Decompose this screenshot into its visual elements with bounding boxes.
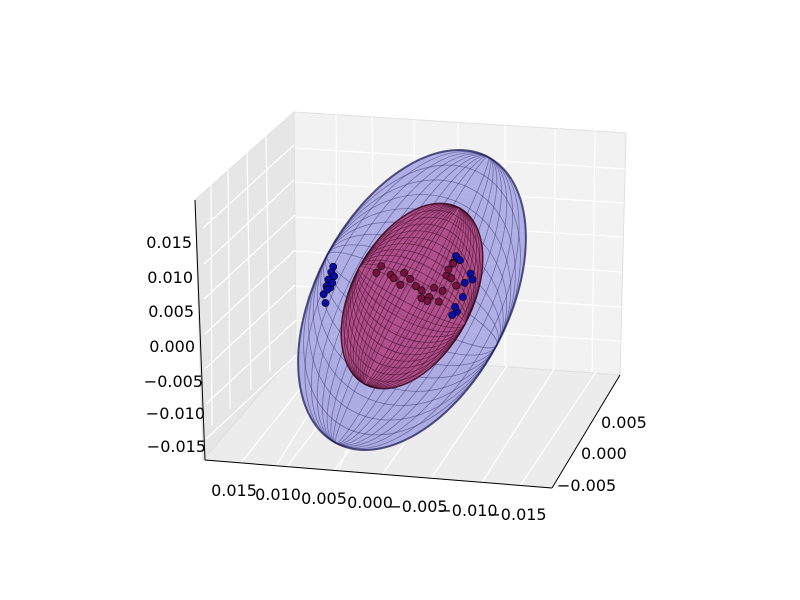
scatter-point bbox=[406, 274, 414, 283]
z-tick-label: 0.015 bbox=[146, 233, 192, 252]
grid-line bbox=[227, 166, 231, 410]
z-axis-line bbox=[194, 199, 206, 461]
y-tick-label: 0.000 bbox=[581, 444, 627, 463]
grid-line bbox=[519, 371, 597, 487]
scatter-point bbox=[430, 283, 438, 292]
scatter-point bbox=[438, 286, 447, 295]
x-tick-label: −0.010 bbox=[438, 501, 497, 520]
grid-line bbox=[205, 354, 297, 440]
z-tick-labels: 0.015 0.010 0.005 0.000 −0.005 −0.010 −0… bbox=[144, 233, 206, 456]
scatter-point bbox=[452, 281, 460, 290]
x-tick-label: −0.005 bbox=[388, 497, 447, 516]
scatter-point bbox=[460, 278, 469, 287]
x-tick-labels: 0.015 0.010 0.005 0.000 −0.005 −0.010 −0… bbox=[211, 481, 547, 524]
z-tick-label: −0.010 bbox=[146, 404, 205, 423]
scatter-point bbox=[377, 262, 386, 270]
z-tick-label: 0.000 bbox=[149, 337, 195, 356]
scatter-point bbox=[455, 256, 464, 264]
grid-line bbox=[429, 365, 508, 481]
x-tick-label: 0.015 bbox=[211, 481, 257, 500]
scatter-point bbox=[411, 282, 420, 291]
scatter-point bbox=[372, 268, 381, 277]
grid-line bbox=[202, 144, 295, 229]
grid-line bbox=[205, 319, 297, 405]
x-tick-label: 0.005 bbox=[301, 489, 347, 508]
scatter-point bbox=[448, 311, 457, 319]
grid-line bbox=[591, 130, 596, 373]
z-tick-label: −0.005 bbox=[144, 372, 203, 391]
z-tick-label: 0.010 bbox=[147, 268, 193, 287]
grid-line bbox=[246, 149, 252, 391]
scatter-point bbox=[323, 285, 332, 294]
scatter-point bbox=[396, 280, 405, 289]
grid-line bbox=[203, 214, 296, 300]
mesh-line bbox=[308, 179, 516, 421]
mesh-line bbox=[316, 153, 508, 447]
x-tick-label: −0.015 bbox=[487, 505, 546, 524]
scatter-point bbox=[417, 286, 426, 295]
mesh-line bbox=[310, 152, 514, 448]
grid-line bbox=[203, 179, 295, 265]
scatter-point bbox=[444, 265, 453, 274]
grid-line bbox=[553, 128, 556, 370]
mesh-line bbox=[312, 194, 512, 406]
x-tick-label: 0.010 bbox=[255, 485, 301, 504]
scatter-point bbox=[447, 274, 456, 283]
mesh-line bbox=[304, 151, 520, 449]
scatter-points bbox=[319, 252, 477, 319]
y-tick-labels: 0.005 0.000 −0.005 bbox=[557, 413, 647, 495]
scatter-point bbox=[400, 268, 409, 277]
scatter-point bbox=[468, 275, 477, 284]
y-tick-label: 0.005 bbox=[601, 413, 647, 432]
scatter-point bbox=[451, 303, 459, 311]
z-tick-label: 0.005 bbox=[148, 302, 194, 321]
x-axis-line bbox=[204, 459, 553, 489]
mesh-line bbox=[344, 203, 480, 389]
z-tick-label: −0.015 bbox=[147, 437, 206, 456]
scatter-point bbox=[458, 293, 467, 301]
grid-line bbox=[210, 181, 213, 427]
x-tick-label: 0.000 bbox=[347, 493, 393, 512]
y-axis-line bbox=[551, 374, 621, 489]
mesh-line bbox=[343, 209, 481, 383]
grid-line bbox=[204, 284, 296, 370]
scatter-point bbox=[328, 278, 337, 287]
mesh-line bbox=[303, 164, 521, 436]
scatter-point bbox=[321, 299, 330, 307]
grid-line bbox=[204, 249, 296, 335]
ellipsoid-surfaces bbox=[297, 149, 527, 451]
scatter-point bbox=[423, 297, 432, 305]
axis-lines bbox=[194, 199, 621, 489]
y-tick-label: −0.005 bbox=[557, 476, 616, 495]
grid-line bbox=[480, 368, 555, 485]
scatter-point bbox=[389, 274, 398, 283]
scatter-point bbox=[434, 297, 443, 306]
scatter-point bbox=[449, 259, 458, 268]
grid-line bbox=[265, 134, 271, 373]
